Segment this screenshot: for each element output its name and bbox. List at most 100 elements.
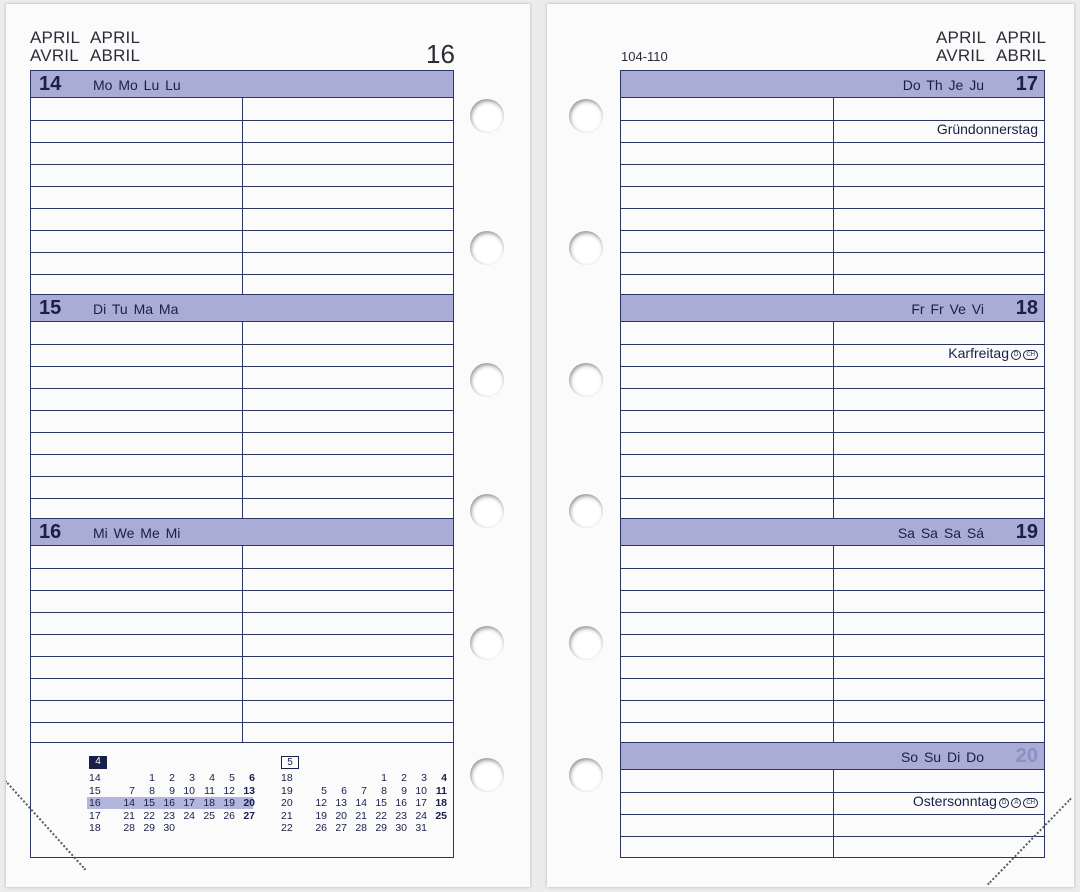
day-block-saturday: Sa Sa Sa Sá 19 [620,518,1045,743]
ruled-line [621,634,1044,635]
ruled-line [31,498,453,499]
holiday-label: Gründonnerstag [932,121,1038,137]
ruled-line [31,164,453,165]
ruled-line [621,792,1044,793]
ruled-line [621,164,1044,165]
day-block-sunday: So Su Di Do 20 Ostersonntag D A CH [620,742,1045,858]
ruled-line [621,366,1044,367]
calendar-day: 3 [189,772,195,784]
calendar-day: 6 [341,784,347,797]
holiday-name: Gründonnerstag [936,121,1038,137]
ruled-line [31,612,453,613]
ruled-line [31,656,453,657]
calendar-day: 8 [381,784,387,797]
calendar-day: 14 [355,797,367,809]
punch-hole [569,99,603,133]
calendar-day: 19 [315,809,327,822]
calendar-day: 29 [143,822,155,834]
week-number: 19 [281,784,293,797]
column-divider [833,322,834,518]
day-number: 16 [39,521,62,543]
calendar-day: 23 [395,809,407,822]
week-number: 17 [89,809,101,822]
calendar-day: 30 [395,822,407,834]
day-block-tuesday: 15 Di Tu Ma Ma [30,294,454,519]
calendar-day: 25 [435,809,447,822]
month-label-es: ABRIL [996,46,1047,65]
calendar-day: 16 [395,797,407,809]
column-divider [833,98,834,294]
calendar-day: 7 [129,784,135,797]
column-divider [833,770,834,857]
calendar-day: 11 [435,784,447,797]
ruled-line [621,344,1044,345]
ruled-line [31,722,453,723]
punch-hole [470,494,504,528]
calendar-day: 9 [401,784,407,797]
ruled-line [621,476,1044,477]
mini-calendar-april: 4 14 1 2 3 4 5 6 15 7 8 9 10 11 12 13 16 14 15 16 17 18 19 20 1… [87,756,259,846]
week-number: 22 [281,822,293,834]
calendar-day: 20 [243,797,255,809]
ruled-line [621,700,1044,701]
calendar-day: 22 [143,809,155,822]
holiday-name: Karfreitag [948,345,1009,361]
calendar-day: 27 [243,809,255,822]
day-number: 18 [1015,297,1038,319]
calendar-day: 15 [143,797,155,809]
week-number: 18 [89,822,101,834]
month-label-fr: AVRIL [30,46,79,65]
column-divider [242,98,243,294]
calendar-day: 24 [183,809,195,822]
calendar-day: 12 [315,797,327,809]
calendar-day: 1 [381,772,387,784]
day-block-thursday: Do Th Je Ju 17 Gründonnerstag [620,70,1045,295]
day-names: Do Th Je Ju [902,77,984,93]
week-number: 14 [89,772,101,784]
day-header: 15 Di Tu Ma Ma [31,295,453,322]
punch-hole [569,758,603,792]
calendar-day: 29 [375,822,387,834]
calendar-day: 13 [243,784,255,797]
calendar-day: 17 [183,797,195,809]
month-badge: 4 [89,756,107,769]
ruled-line [31,476,453,477]
region-tag: CH [1023,798,1038,808]
punch-hole [569,363,603,397]
month-label-es: ABRIL [90,46,141,65]
month-badge: 5 [281,756,299,769]
ruled-line [31,700,453,701]
day-header: 16 Mi We Me Mi [31,519,453,546]
day-number: 15 [39,297,62,319]
calendar-day: 30 [163,822,175,834]
region-tag: D [998,798,1010,808]
ruled-line [621,230,1044,231]
ruled-line [621,142,1044,143]
calendar-day: 20 [335,809,347,822]
calendar-day: 23 [163,809,175,822]
ruled-line [31,120,453,121]
calendar-day: 13 [335,797,347,809]
ruled-line [31,252,453,253]
calendar-day: 21 [355,809,367,822]
calendar-day: 21 [123,809,135,822]
punch-hole [470,363,504,397]
calendar-day: 11 [204,784,215,797]
calendar-day: 26 [315,822,327,834]
calendar-day: 5 [321,784,327,797]
day-names: Mo Mo Lu Lu [93,77,181,93]
calendar-day: 27 [335,822,347,834]
column-divider [242,322,243,518]
day-block-friday: Fr Fr Ve Vi 18 Karfreitag D CH [620,294,1045,519]
mini-calendar-area: 4 14 1 2 3 4 5 6 15 7 8 9 10 11 12 13 16 14 15 16 17 18 19 20 1… [30,742,454,858]
calendar-day: 4 [209,772,215,784]
ruled-line [621,454,1044,455]
calendar-day: 10 [183,784,195,797]
ruled-line [621,498,1044,499]
product-code: 104-110 [621,49,668,64]
ruled-line [621,836,1044,837]
day-block-monday: 14 Mo Mo Lu Lu [30,70,454,295]
calendar-day: 31 [415,822,427,834]
calendar-day: 1 [149,772,155,784]
day-number: 20 [1015,745,1038,767]
